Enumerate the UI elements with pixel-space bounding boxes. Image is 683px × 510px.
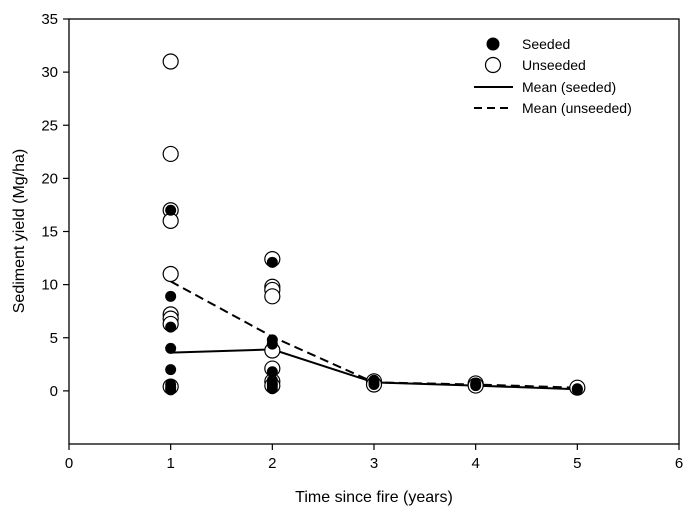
y-tick-label-3: 15 (41, 224, 58, 241)
y-axis-ticks: 0 5 10 15 20 25 30 35 (41, 11, 69, 400)
point-unseeded-4 (162, 265, 179, 283)
legend-label-seeded: Seeded (522, 36, 570, 52)
point-seeded-20 (470, 380, 482, 392)
point-seeded-2 (165, 321, 177, 333)
line-mean-unseeded (170, 280, 578, 389)
y-tick-label-5: 25 (41, 117, 58, 134)
data-points (162, 53, 586, 396)
point-seeded-0 (165, 204, 177, 216)
point-unseeded-0 (162, 53, 179, 70)
point-seeded-3 (165, 342, 177, 354)
point-seeded-1 (165, 290, 177, 302)
y-tick-label-2: 10 (41, 277, 58, 294)
y-tick-label-1: 5 (50, 330, 58, 347)
x-tick-label-4: 4 (471, 455, 479, 472)
y-tick-label-4: 20 (41, 170, 58, 187)
point-unseeded-1 (162, 145, 179, 163)
point-seeded-4 (165, 364, 177, 376)
point-seeded-10 (266, 338, 278, 350)
x-tick-label-1: 1 (166, 455, 174, 472)
y-axis-label: Sediment yield (Mg/ha) (11, 149, 28, 314)
point-seeded-7 (165, 384, 177, 396)
legend-label-unseeded: Unseeded (522, 57, 586, 73)
x-axis-label: Time since fire (years) (295, 489, 453, 506)
y-tick-label-7: 35 (41, 11, 58, 28)
point-seeded-8 (266, 256, 278, 268)
mean-lines (170, 280, 578, 391)
x-tick-label-2: 2 (268, 455, 276, 472)
legend: Seeded Unseeded Mean (seeded) Mean (unse… (474, 36, 632, 116)
point-seeded-18 (368, 379, 380, 390)
legend-marker-unseeded (484, 56, 502, 74)
x-tick-label-6: 6 (675, 455, 683, 472)
x-axis-ticks: 0 1 2 3 4 5 6 (65, 444, 683, 472)
x-tick-label-0: 0 (65, 455, 73, 472)
legend-label-mean-seeded: Mean (seeded) (522, 79, 616, 95)
x-tick-label-5: 5 (573, 455, 581, 472)
y-tick-label-6: 30 (41, 64, 58, 81)
y-tick-label-0: 0 (50, 383, 58, 400)
x-tick-label-3: 3 (370, 455, 378, 472)
point-seeded-11 (266, 366, 278, 378)
point-seeded-22 (571, 384, 583, 396)
legend-label-mean-unseeded: Mean (unseeded) (522, 100, 632, 116)
legend-marker-seeded (486, 37, 500, 51)
point-seeded-15 (266, 383, 278, 395)
point-unseeded-12 (264, 288, 281, 305)
